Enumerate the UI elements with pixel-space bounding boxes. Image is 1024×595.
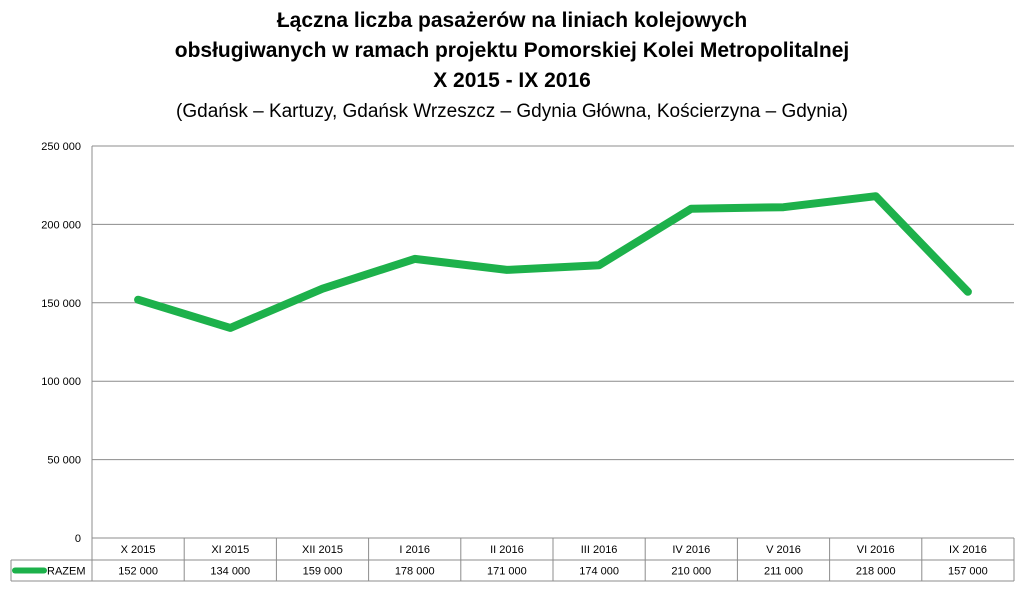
x-category-label: IX 2016 <box>949 544 987 556</box>
data-table-value: 134 000 <box>210 566 250 578</box>
data-point <box>319 285 326 292</box>
data-table-value: 159 000 <box>303 566 343 578</box>
data-point <box>596 262 603 269</box>
chart-subtitle: (Gdańsk – Kartuzy, Gdańsk Wrzeszcz – Gdy… <box>176 101 848 122</box>
data-point <box>227 324 234 331</box>
y-tick-label: 150 000 <box>41 298 81 310</box>
data-table-value: 210 000 <box>671 566 711 578</box>
data-point <box>411 255 418 262</box>
x-category-label: V 2016 <box>766 544 801 556</box>
y-tick-label: 250 000 <box>41 141 81 153</box>
chart-title-line-1: Łączna liczba pasażerów na liniach kolej… <box>276 9 748 32</box>
x-category-label: III 2016 <box>581 544 618 556</box>
y-tick-label: 200 000 <box>41 219 81 231</box>
y-tick-label: 0 <box>75 533 81 545</box>
y-tick-label: 100 000 <box>41 376 81 388</box>
data-table-value: 157 000 <box>948 566 988 578</box>
x-category-label: X 2015 <box>121 544 156 556</box>
data-table-value: 218 000 <box>856 566 896 578</box>
series-line <box>134 192 972 332</box>
y-tick-label: 50 000 <box>47 455 81 467</box>
x-category-label: XI 2015 <box>211 544 249 556</box>
data-point <box>872 193 879 200</box>
data-point <box>135 296 142 303</box>
data-point <box>780 204 787 211</box>
data-table-value: 152 000 <box>118 566 158 578</box>
data-point <box>503 266 510 273</box>
data-point <box>964 288 971 295</box>
x-category-label: IV 2016 <box>672 544 710 556</box>
x-category-label: II 2016 <box>490 544 524 556</box>
x-category-label: VI 2016 <box>857 544 895 556</box>
data-table-value: 178 000 <box>395 566 435 578</box>
legend-series-name: RAZEM <box>47 566 86 578</box>
data-table-value: 174 000 <box>579 566 619 578</box>
chart-title-line-3: X 2015 - IX 2016 <box>433 69 591 92</box>
x-category-label: I 2016 <box>399 544 430 556</box>
data-table-value: 211 000 <box>764 566 803 578</box>
x-category-label: XII 2015 <box>302 544 343 556</box>
chart-title-line-2: obsługiwanych w ramach projektu Pomorski… <box>174 39 850 62</box>
data-point <box>688 205 695 212</box>
data-table-value: 171 000 <box>487 566 527 578</box>
